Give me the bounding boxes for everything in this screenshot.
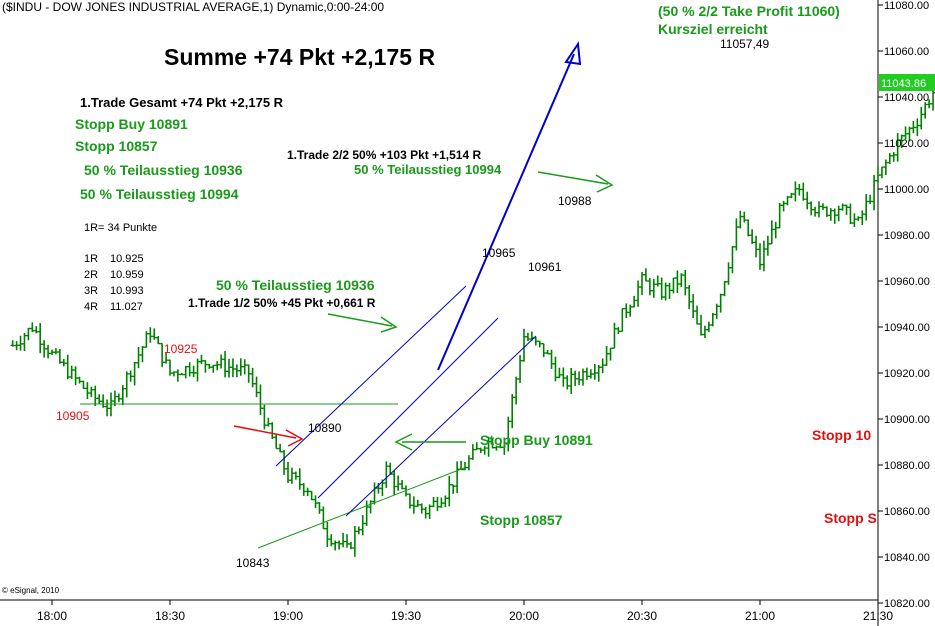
price-label-10961: 10961	[528, 260, 562, 274]
stop-left: Stopp 10857	[75, 138, 158, 154]
channel-line-low	[345, 335, 537, 517]
stop-right: Stopp 10857	[480, 512, 563, 528]
green-trendline	[257, 467, 465, 549]
price-axis: 11080.00 11060.00 11040.00 11020.00 11000.00…	[878, 0, 930, 610]
price-label-10925: 10925	[164, 342, 198, 356]
price-label-10988: 10988	[558, 194, 592, 208]
arrow-head-teilausstieg-10936	[380, 316, 398, 333]
price-label-10965: 10965	[482, 246, 516, 260]
take-profit-line2: Kursziel erreicht	[658, 21, 768, 37]
time-axis: 18:00 18:30 19:00 19:30 20:00 20:30 21:00 21:30…	[37, 600, 893, 623]
target-arrow-head	[564, 41, 582, 66]
price-tick-label: 10940.00	[884, 322, 930, 334]
time-tick-label: 19:00	[273, 609, 303, 623]
arrow-teilausstieg-10936	[327, 313, 393, 327]
price-tick-label: 10960.00	[884, 276, 930, 288]
price-tick-label: 11060.00	[884, 46, 929, 58]
red-entry-arrow-head	[285, 429, 304, 447]
stop-far-right-2: Stopp S	[824, 510, 877, 526]
arrow-head-teilausstieg-10994	[595, 174, 614, 193]
r-level-value: 10.959	[110, 269, 144, 281]
price-tick-label: 10860.00	[884, 506, 930, 518]
channel-line-mid	[317, 317, 499, 499]
partial-exit-10936-mid: 50 % Teilausstieg 10936	[216, 277, 375, 293]
time-tick-label: 19:30	[391, 609, 421, 623]
price-label-10843: 10843	[236, 556, 270, 570]
price-label-11057: 11057,49	[720, 37, 770, 51]
price-tick-label: 10900.00	[884, 414, 930, 426]
chart-title: ($INDU - DOW JONES INDUSTRIAL AVERAGE,1)…	[2, 0, 385, 14]
price-tick-label: 10820.00	[884, 598, 930, 610]
stop-far-right-1: Stopp 10	[812, 427, 872, 443]
time-tick-label: 21:00	[745, 609, 775, 623]
price-tick-label: 11040.00	[884, 92, 929, 104]
summary-headline: Summe +74 Pkt +2,175 R	[164, 44, 436, 70]
price-tick-label: 10880.00	[884, 460, 930, 472]
arrow-head-stopp-buy	[394, 433, 413, 451]
partial-exit-10994-left: 50 % Teilausstieg 10994	[80, 186, 239, 202]
price-tick-label: 10980.00	[884, 230, 930, 242]
current-price-box	[879, 74, 935, 91]
time-tick-label: 21:30	[863, 609, 893, 623]
current-price-label: 11043.86	[881, 78, 926, 90]
price-tick-label: 10840.00	[884, 552, 930, 564]
r-level-label: 3R	[84, 285, 99, 297]
candlestick-series	[10, 84, 935, 557]
channel-line-top	[275, 285, 467, 467]
take-profit-line1: (50 % 2/2 Take Profit 11060)	[658, 3, 840, 19]
time-tick-label: 20:00	[509, 609, 539, 623]
price-label-10890: 10890	[308, 421, 342, 435]
time-tick-label: 18:00	[37, 609, 67, 623]
red-entry-arrow	[233, 425, 297, 439]
price-tick-label: 11020.00	[884, 138, 929, 150]
price-tick-label: 11080.00	[884, 0, 929, 12]
partial-exit-10936-left: 50 % Teilausstieg 10936	[84, 162, 243, 178]
stop-buy-right: Stopp Buy 10891	[480, 432, 593, 448]
trade-total: 1.Trade Gesamt +74 Pkt +2,175 R	[80, 95, 284, 110]
arrow-teilausstieg-10994	[537, 171, 609, 185]
trade2-result: 1.Trade 2/2 50% +103 Pkt +1,514 R	[287, 148, 482, 162]
r-level-value: 10.925	[110, 253, 144, 265]
r-level-value: 11.027	[110, 301, 143, 313]
time-tick-label: 18:30	[155, 609, 185, 623]
target-arrow-line	[437, 53, 575, 371]
r-unit: 1R= 34 Punkte	[84, 222, 158, 234]
time-tick-label: 20:30	[627, 609, 657, 623]
partial-exit-10994-mid: 50 % Teilausstieg 10994	[354, 162, 502, 177]
price-tick-label: 11000.00	[884, 184, 929, 196]
copyright: © eSignal, 2010	[2, 586, 60, 595]
trade1-result: 1.Trade 1/2 50% +45 Pkt +0,661 R	[188, 296, 376, 310]
r-level-label: 1R	[84, 253, 99, 265]
r-level-value: 10.993	[110, 285, 144, 297]
price-label-10905: 10905	[56, 409, 90, 423]
r-level-label: 2R	[84, 269, 99, 281]
price-tick-label: 10920.00	[884, 368, 930, 380]
stop-buy-left: Stopp Buy 10891	[75, 116, 188, 132]
chart-overlays	[80, 41, 614, 549]
r-level-label: 4R	[84, 301, 99, 313]
